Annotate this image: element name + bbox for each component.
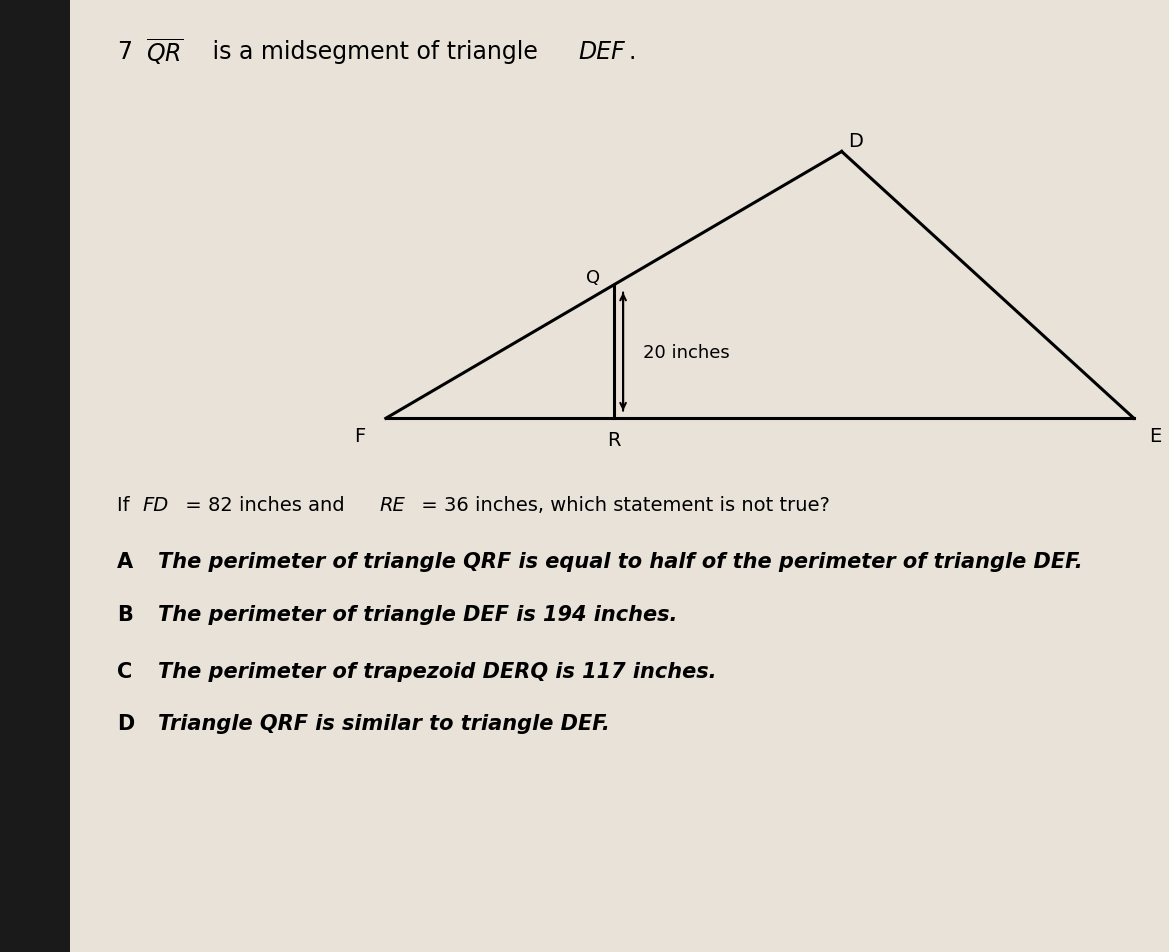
Text: F: F (354, 426, 366, 446)
Text: $\overline{QR}$: $\overline{QR}$ (146, 37, 184, 68)
Text: is a midsegment of triangle: is a midsegment of triangle (205, 40, 545, 65)
Text: If: If (117, 495, 136, 514)
Text: Q: Q (586, 269, 600, 287)
Text: C: C (117, 662, 132, 681)
Text: D: D (117, 714, 134, 733)
Text: = 36 inches, which statement is not true?: = 36 inches, which statement is not true… (415, 495, 830, 514)
Text: 20 inches: 20 inches (643, 344, 729, 361)
Text: R: R (607, 430, 621, 449)
Text: .: . (629, 40, 636, 65)
Text: B: B (117, 605, 133, 624)
Text: A: A (117, 552, 133, 571)
Text: The perimeter of triangle QRF is equal to half of the perimeter of triangle DEF.: The perimeter of triangle QRF is equal t… (158, 552, 1082, 571)
Text: 7: 7 (117, 40, 132, 65)
Text: DEF: DEF (579, 40, 625, 65)
Bar (0, 0, 70, 952)
Text: Triangle QRF is similar to triangle DEF.: Triangle QRF is similar to triangle DEF. (158, 714, 609, 733)
Text: FD: FD (143, 495, 168, 514)
Text: The perimeter of trapezoid DERQ is 117 inches.: The perimeter of trapezoid DERQ is 117 i… (158, 662, 717, 681)
Text: RE: RE (380, 495, 406, 514)
Text: The perimeter of triangle DEF is 194 inches.: The perimeter of triangle DEF is 194 inc… (158, 605, 677, 624)
Text: E: E (1149, 426, 1161, 446)
Text: = 82 inches and: = 82 inches and (179, 495, 351, 514)
Text: D: D (849, 131, 863, 150)
